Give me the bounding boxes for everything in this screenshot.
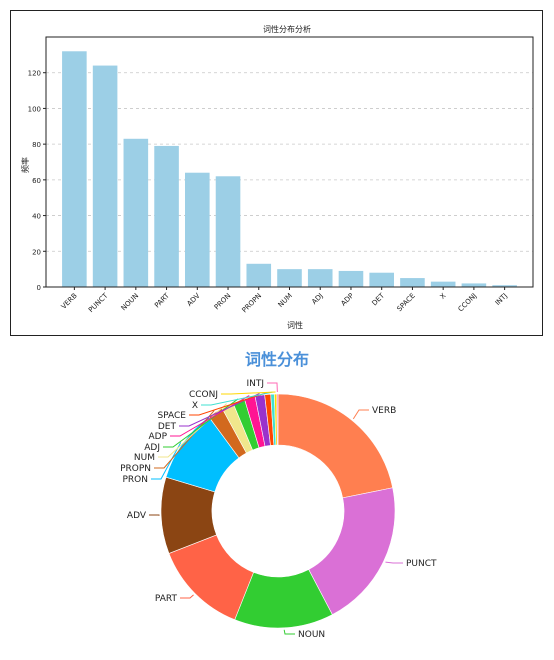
bar-noun (123, 138, 149, 287)
slice-leader-line (149, 514, 160, 516)
x-tick-label: PART (153, 291, 171, 309)
slice-label-pron: PRON (123, 475, 149, 485)
bar-verb (62, 51, 87, 288)
slice-label-verb: VERB (372, 406, 396, 416)
x-tick-label: NOUN (120, 292, 141, 313)
slice-label-intj: INTJ (246, 379, 264, 389)
bar-chart-plot-frame (45, 36, 534, 288)
slice-leader-line (385, 561, 403, 564)
bar-chart-panel: 词性分布分析 频率 词性 0 20 40 60 80 100 120 VERB PUNCT NO… (10, 10, 543, 336)
x-tick-label: VERB (60, 292, 79, 311)
slice-label-det: DET (158, 422, 177, 432)
bar-chart-y-label: 频率 (20, 157, 30, 173)
x-tick-label: ADP (340, 292, 356, 308)
slice-label-part: PART (155, 594, 178, 604)
y-tick-label: 0 (37, 284, 41, 292)
slice-leader-line (201, 391, 273, 406)
bar-part (154, 145, 179, 287)
slice-label-adp: ADP (148, 432, 167, 442)
x-tick-label: DET (370, 291, 386, 307)
x-tick-label: INTJ (494, 292, 509, 307)
bar-adv (185, 172, 210, 287)
donut-chart: 词性分布 VERB PUNCT NOUN PART ADV PRONPROPNNUMADJ… (120, 350, 437, 640)
slice-label-cconj: CCONJ (189, 390, 218, 400)
x-tick-label: CCONJ (457, 292, 479, 314)
slice-label-propn: PROPN (120, 464, 151, 474)
y-tick-label: 100 (28, 105, 41, 113)
slice-intj (276, 393, 279, 446)
slice-label-adv: ADV (127, 511, 147, 521)
donut-chart-panel: 词性分布 VERB PUNCT NOUN PART ADV PRON PROPN NUM ADJ… (0, 340, 554, 656)
slice-label-num: NUM (134, 453, 155, 463)
slice-leader-line (189, 391, 268, 416)
bar-adj (307, 269, 333, 287)
bar-adp (338, 270, 364, 287)
slice-leader-line (221, 391, 276, 395)
x-tick-label: SPACE (395, 292, 416, 313)
slice-label-x: X (192, 401, 198, 411)
bar-num (277, 269, 302, 287)
x-tick-label: PUNCT (87, 291, 110, 314)
bar-space (400, 278, 425, 287)
x-tick-label: PRON (213, 292, 233, 312)
bar-intj (492, 285, 517, 287)
x-tick-label: NUM (277, 292, 294, 309)
slice-leader-line (180, 594, 194, 599)
x-tick-label: PROPN (241, 292, 264, 315)
slice-label-noun: NOUN (298, 630, 325, 640)
slice-label-adj: ADJ (144, 443, 160, 453)
slice-leader-line (352, 409, 369, 420)
bar-chart: 词性分布分析 频率 词性 0 20 40 60 80 100 120 VERB PUNCT NO… (20, 24, 534, 330)
slice-leader-line (283, 629, 295, 635)
y-tick-label: 60 (32, 177, 41, 185)
y-tick-label: 80 (32, 141, 41, 149)
bar-x (430, 281, 456, 287)
y-tick-label: 40 (32, 213, 41, 221)
bar-det (369, 272, 394, 287)
bar-chart-x-label: 词性 (287, 320, 303, 330)
x-tick-label: X (439, 292, 448, 301)
slice-label-space: SPACE (157, 411, 186, 421)
slice-leader-line (179, 392, 260, 427)
y-tick-label: 120 (28, 70, 41, 78)
bar-cconj (461, 283, 487, 287)
slice-leader-line (151, 442, 182, 480)
bar-punct (92, 65, 118, 287)
slice-label-punct: PUNCT (406, 559, 437, 569)
x-tick-label: ADV (186, 292, 202, 308)
slice-leader-line (267, 382, 278, 393)
bar-pron (215, 176, 241, 287)
bar-chart-title: 词性分布分析 (263, 24, 311, 34)
y-tick-label: 20 (32, 248, 41, 256)
donut-chart-title: 词性分布 (245, 350, 309, 369)
bar-propn (246, 263, 272, 287)
x-tick-label: ADJ (310, 292, 324, 306)
